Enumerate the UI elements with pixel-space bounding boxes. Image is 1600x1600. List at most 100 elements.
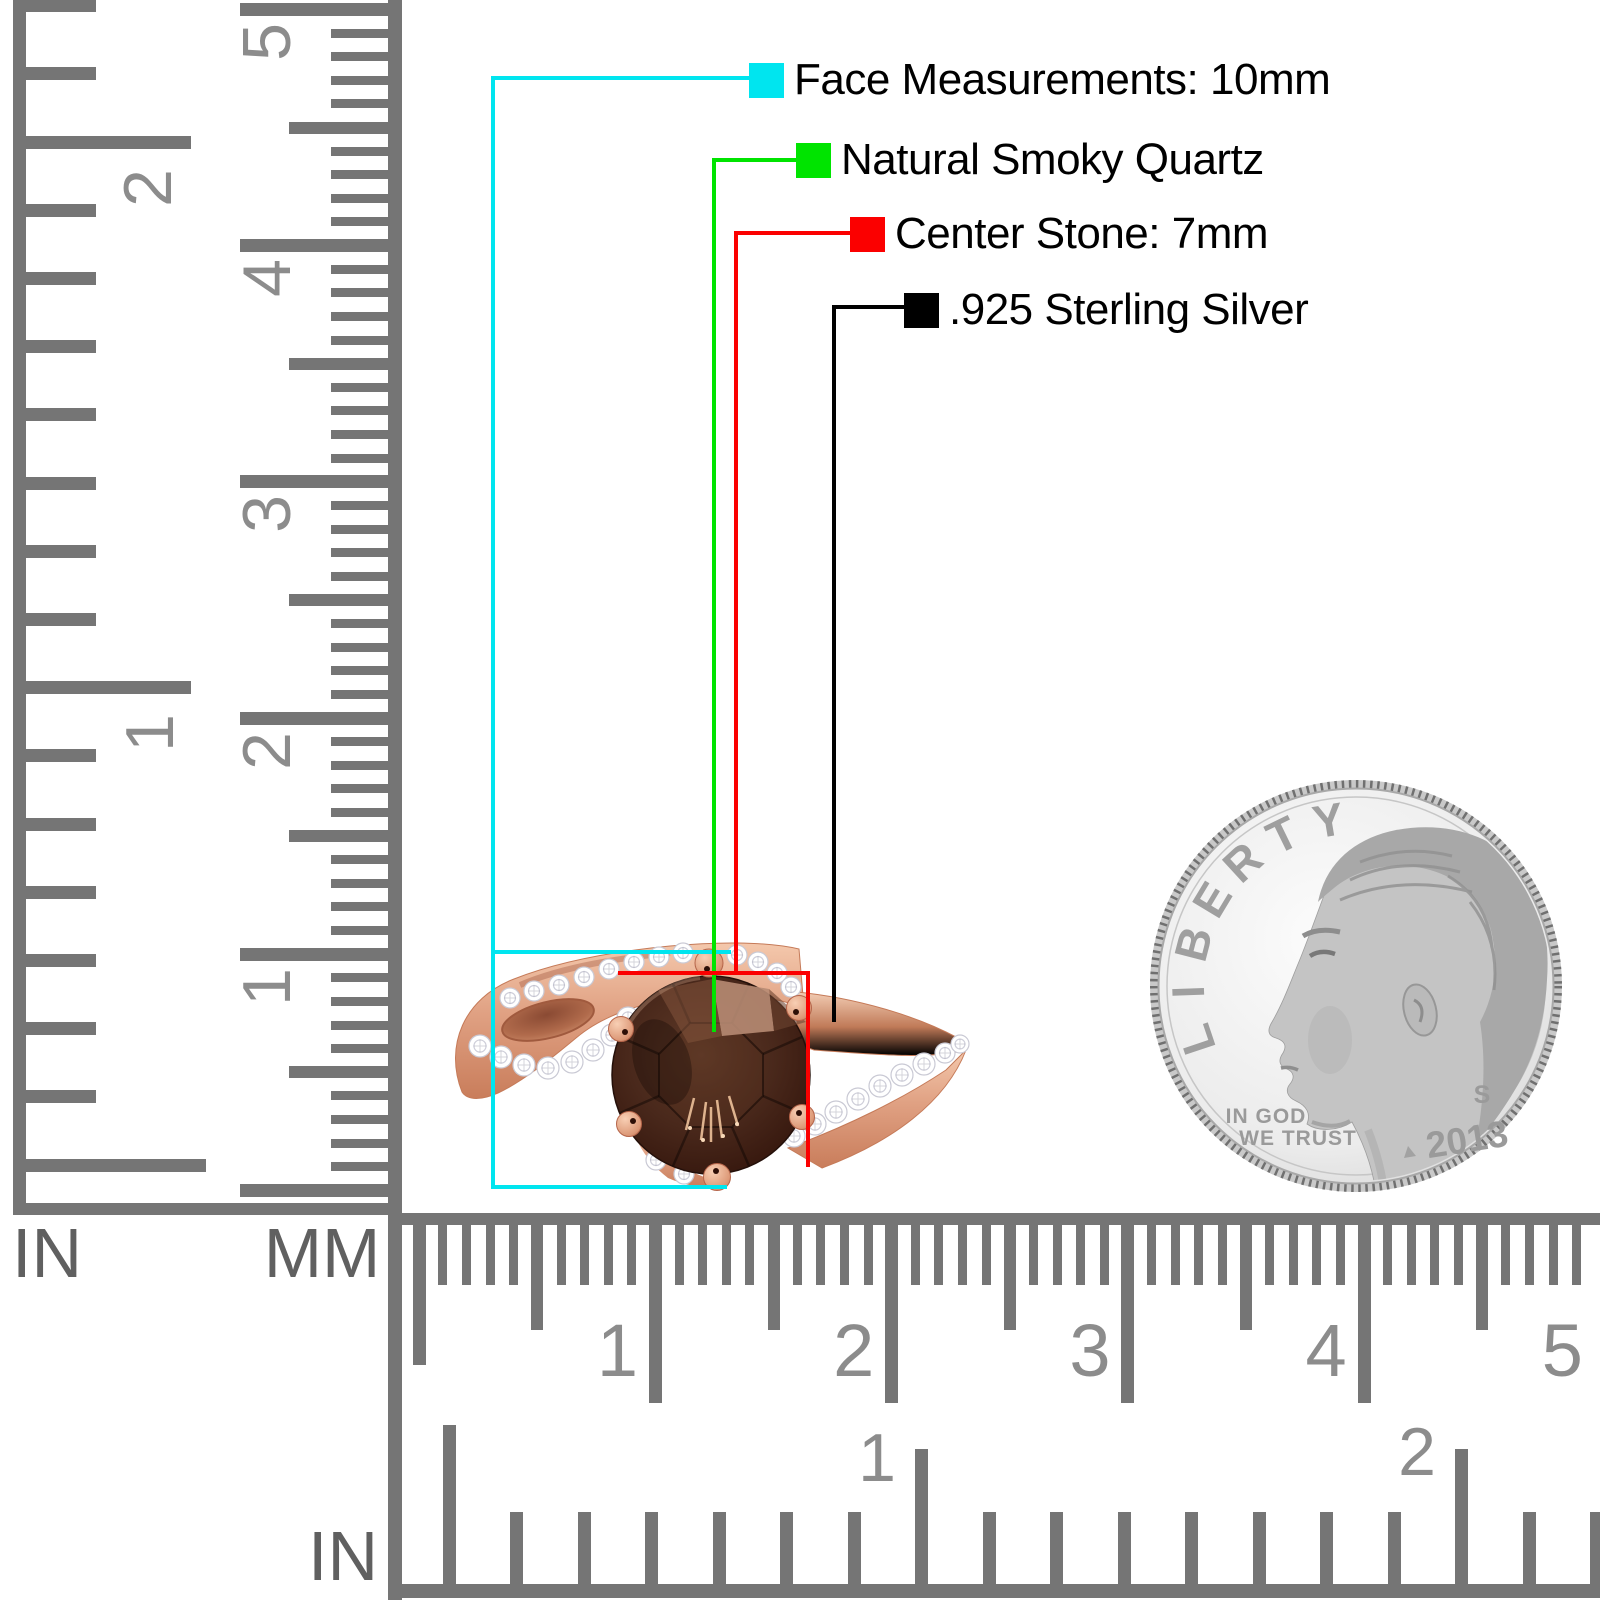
ruler-tick: [649, 1225, 662, 1403]
ruler-tick: [910, 1225, 920, 1285]
stone-light-facet: [712, 979, 774, 1036]
coin-mint-mark: S: [1474, 1081, 1491, 1109]
ruler-tick: [331, 807, 388, 817]
ruler-tick: [402, 1213, 1600, 1225]
ruler-tick: [645, 1512, 659, 1584]
ruler-tick: [1076, 1225, 1086, 1285]
accent-diamond: [934, 1042, 956, 1064]
ruler-tick: [721, 1225, 731, 1285]
ruler-tick: [1357, 1225, 1371, 1403]
ruler-tick: [1454, 1225, 1464, 1285]
accent-diamond: [573, 966, 595, 988]
accent-diamond: [780, 976, 802, 998]
ruler-tick: [1003, 1225, 1016, 1330]
ruler-tick: [13, 1203, 402, 1215]
ruler-tick: [388, 0, 402, 1600]
ruler-tick: [26, 544, 96, 558]
ruler-tick: [331, 973, 388, 983]
eye: [1308, 949, 1336, 958]
ruler-tick: [1387, 1512, 1401, 1584]
ruler-tick: [603, 1225, 613, 1285]
ruler-tick: [289, 357, 388, 370]
coin-motto-line2: WE TRUST: [1239, 1127, 1357, 1150]
ruler-tick: [485, 1225, 495, 1285]
ruler-tick: [958, 1225, 968, 1285]
ruler-tick: [510, 1512, 524, 1584]
ring-photo: [455, 942, 970, 1191]
ruler-tick: [767, 1225, 780, 1330]
ruler-tick: [331, 1115, 388, 1125]
ruler-tick: [1050, 1512, 1064, 1584]
ruler-tick: [331, 524, 388, 534]
ruler-tick: [26, 885, 96, 899]
ruler-tick: [289, 830, 388, 843]
ruler-tick: [331, 217, 388, 227]
ruler-tick: [1170, 1225, 1180, 1285]
ruler-number: 5: [1541, 1309, 1583, 1392]
color-swatch: [850, 216, 885, 252]
ruler-tick: [240, 2, 388, 16]
ruler-tick: [26, 271, 96, 285]
ruler-tick: [1265, 1225, 1275, 1285]
ruler-tick: [1194, 1225, 1204, 1285]
ruler-tick: [1185, 1512, 1199, 1584]
annotation-label: Natural Smoky Quartz: [841, 135, 1264, 184]
ruler-tick: [331, 193, 388, 203]
ruler-tick: [331, 170, 388, 180]
ruler-tick: [847, 1512, 861, 1584]
ruler-tick: [331, 99, 388, 109]
ruler-tick: [712, 1512, 726, 1584]
ruler-number: 4: [1305, 1309, 1347, 1392]
accent-diamond: [499, 987, 521, 1009]
ruler-tick: [331, 28, 388, 38]
ear: [1402, 983, 1438, 1037]
ruler-tick: [289, 593, 388, 606]
ruler-tick: [1121, 1225, 1135, 1403]
ruler-tick: [331, 335, 388, 345]
ruler-tick: [1524, 1225, 1534, 1285]
ruler-tick: [412, 1225, 426, 1365]
ruler-tick: [240, 1183, 388, 1197]
accent-diamond: [824, 1100, 848, 1124]
ruler-tick: [26, 408, 96, 422]
ruler-tick: [1501, 1225, 1511, 1285]
ruler-tick: [745, 1225, 755, 1285]
accent-diamond: [598, 958, 620, 980]
ruler-tick: [331, 382, 388, 392]
center-stone: [611, 975, 811, 1175]
ruler-tick: [331, 406, 388, 416]
ruler-tick: [331, 52, 388, 62]
ruler-tick: [792, 1225, 802, 1285]
ruler-tick: [580, 1225, 590, 1285]
ruler-tick: [26, 67, 96, 81]
annotation-row: Face Measurements: 10mm: [749, 58, 1331, 102]
ruler-tick: [26, 1090, 96, 1104]
ruler-tick: [26, 135, 191, 149]
ruler-tick: [26, 681, 191, 695]
annotation-row: Natural Smoky Quartz: [796, 138, 1264, 182]
ruler-tick: [1548, 1225, 1558, 1285]
ruler-tick: [1099, 1225, 1109, 1285]
ruler-tick: [26, 476, 96, 490]
ruler-tick: [388, 1584, 1600, 1598]
ruler-tick: [331, 855, 388, 865]
ruler-tick: [331, 311, 388, 321]
ruler-tick: [331, 430, 388, 440]
ruler-tick: [462, 1225, 472, 1285]
ruler-tick: [1455, 1449, 1469, 1584]
accent-diamond: [548, 974, 570, 996]
callout-line-face: [491, 76, 749, 1189]
ruler-tick: [1240, 1225, 1252, 1330]
ruler-tick: [1117, 1512, 1131, 1584]
callout-line-quartz: [712, 158, 796, 1032]
accent-diamond: [536, 1056, 560, 1080]
ruler-tick: [26, 203, 96, 217]
ruler-tick: [331, 689, 388, 699]
ruler-tick: [509, 1225, 519, 1285]
ruler-tick: [331, 1162, 388, 1172]
ruler-tick: [26, 1022, 96, 1036]
ruler-tick: [442, 1425, 456, 1584]
ruler-tick: [698, 1225, 708, 1285]
brow: [1301, 927, 1341, 939]
